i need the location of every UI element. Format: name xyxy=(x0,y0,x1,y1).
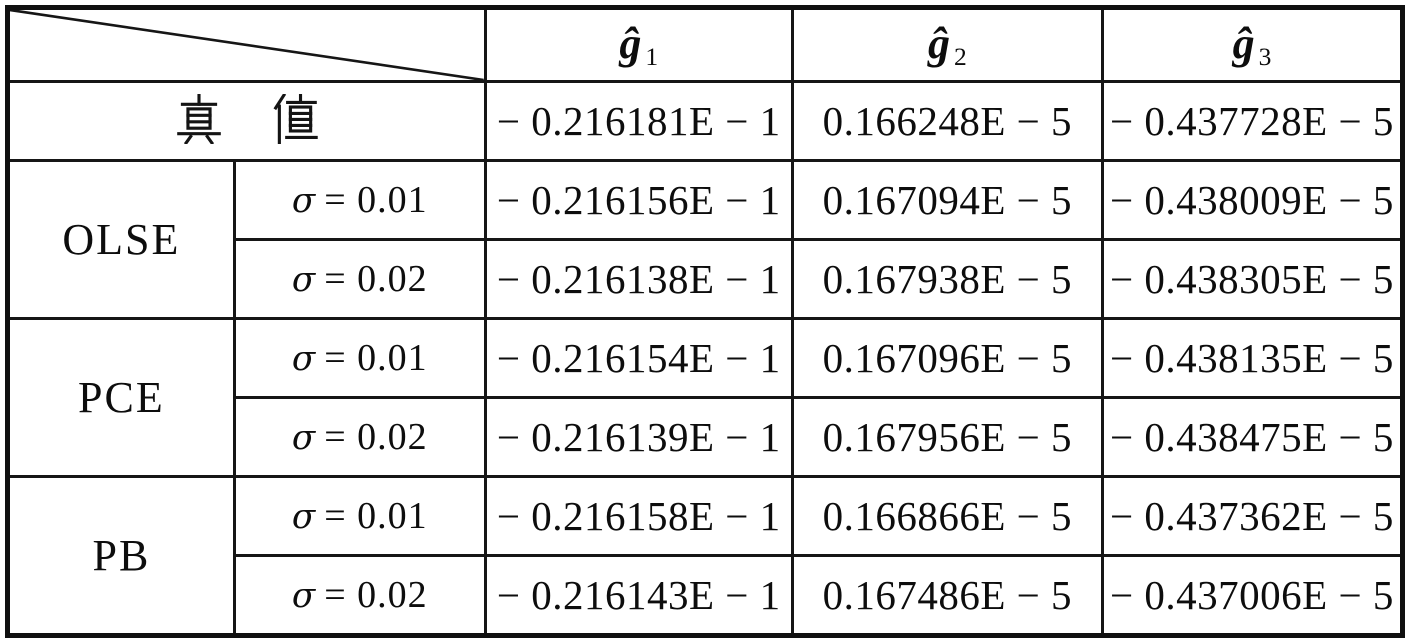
olse-row-sigma-001: OLSE σ = 0.01 − 0.216156E − 1 0.167094E −… xyxy=(6,159,1405,320)
value-cell: − 0.437006E − 5 xyxy=(1100,554,1405,637)
value-cell: − 0.216138E − 1 xyxy=(483,238,794,320)
sigma-symbol: σ xyxy=(291,418,316,458)
sigma-value: = 0.02 xyxy=(324,416,428,458)
true-value-row: 真值 − 0.216181E − 1 0.166248E − 5 − 0.437… xyxy=(6,80,1405,162)
value-cell: 0.167938E − 5 xyxy=(790,238,1104,320)
method-cell-olse: OLSE xyxy=(6,159,236,320)
sigma-cell: σ = 0.01 xyxy=(232,475,487,557)
cjk-char-zhen xyxy=(177,93,221,144)
sigma-cell: σ = 0.01 xyxy=(232,317,487,399)
g1-subscript: 1 xyxy=(645,41,659,71)
value-cell: − 0.438305E − 5 xyxy=(1100,238,1405,320)
pce-row-sigma-001: PCE σ = 0.01 − 0.216154E − 1 0.167096E − … xyxy=(6,317,1405,478)
sigma-cell: σ = 0.02 xyxy=(232,238,487,320)
sigma-cell: σ = 0.01 xyxy=(232,159,487,241)
true-value-g1: − 0.216181E − 1 xyxy=(483,80,794,162)
pb-row-sigma-002: σ = 0.02 − 0.216143E − 1 0.167486E − 5 − … xyxy=(8,554,1405,637)
sigma-value: = 0.01 xyxy=(324,179,428,221)
sigma-symbol: σ xyxy=(291,339,316,379)
g3-subscript: 3 xyxy=(1258,41,1272,71)
value-cell: − 0.216154E − 1 xyxy=(483,317,794,399)
sigma-value: = 0.01 xyxy=(324,495,428,537)
method-cell-pce: PCE xyxy=(6,317,236,478)
sigma-value: = 0.01 xyxy=(324,337,428,379)
value-cell: − 0.438135E − 5 xyxy=(1100,317,1405,399)
g3-symbol: ĝ xyxy=(1232,19,1256,69)
value-cell: 0.167094E − 5 xyxy=(790,159,1104,241)
true-value-label xyxy=(176,93,318,144)
true-value-label-cell: 真值 xyxy=(6,80,487,162)
value-cell: 0.166866E − 5 xyxy=(790,475,1104,557)
sigma-symbol: σ xyxy=(291,497,316,537)
olse-row-sigma-002: σ = 0.02 − 0.216138E − 1 0.167938E − 5 − … xyxy=(8,238,1405,320)
diagonal-slash xyxy=(10,10,484,80)
sigma-symbol: σ xyxy=(291,260,316,300)
value-cell: − 0.438475E − 5 xyxy=(1100,396,1405,478)
value-cell: − 0.216156E − 1 xyxy=(483,159,794,241)
sigma-cell: σ = 0.02 xyxy=(232,396,487,478)
pb-row-sigma-001: PB σ = 0.01 − 0.216158E − 1 0.166866E − 5… xyxy=(6,475,1405,637)
value-cell: − 0.216139E − 1 xyxy=(483,396,794,478)
true-value-g2: 0.166248E − 5 xyxy=(790,80,1104,162)
sigma-cell: σ = 0.02 xyxy=(232,554,487,637)
method-cell-pb: PB xyxy=(6,475,236,637)
value-cell: 0.167956E − 5 xyxy=(790,396,1104,478)
sigma-value: = 0.02 xyxy=(324,258,428,300)
g2-symbol: ĝ xyxy=(927,19,951,69)
true-value-g3: − 0.437728E − 5 xyxy=(1100,80,1405,162)
value-cell: − 0.438009E − 5 xyxy=(1100,159,1405,241)
sigma-value: = 0.02 xyxy=(324,574,428,616)
true-value-label-text: 真值 xyxy=(318,94,319,95)
corner-cell xyxy=(6,6,487,83)
value-cell: 0.167096E − 5 xyxy=(790,317,1104,399)
cjk-char-zhi xyxy=(273,93,318,144)
sigma-symbol: σ xyxy=(291,181,316,221)
sigma-symbol: σ xyxy=(291,576,316,616)
value-cell: − 0.216143E − 1 xyxy=(483,554,794,637)
value-cell: − 0.216158E − 1 xyxy=(483,475,794,557)
g1-symbol: ĝ xyxy=(619,19,643,69)
pce-row-sigma-002: σ = 0.02 − 0.216139E − 1 0.167956E − 5 − … xyxy=(8,396,1405,478)
value-cell: 0.167486E − 5 xyxy=(790,554,1104,637)
g2-subscript: 2 xyxy=(953,41,967,71)
value-cell: − 0.437362E − 5 xyxy=(1100,475,1405,557)
